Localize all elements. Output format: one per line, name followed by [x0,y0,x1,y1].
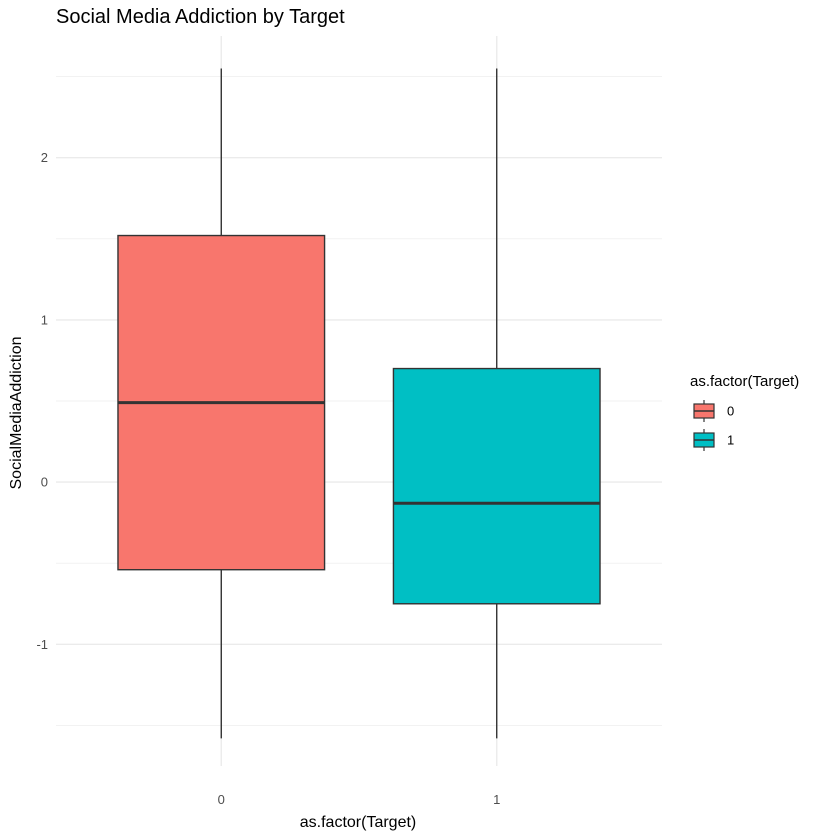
legend-items: 01 [693,400,734,451]
box-group-0 [117,68,326,739]
legend-item-1: 1 [693,429,734,451]
x-tick-label: 0 [218,792,225,807]
x-tick-label: 1 [493,792,500,807]
legend-title: as.factor(Target) [690,373,799,390]
chart-title: Social Media Addiction by Target [56,6,345,28]
box-group-1 [392,68,601,739]
legend-label: 0 [727,404,734,419]
y-tick-label: 2 [41,150,48,165]
legend: as.factor(Target) 01 [690,373,799,451]
y-axis-ticks: -1 0 1 2 [36,150,48,652]
y-axis-title: SocialMediaAddiction [8,337,25,490]
y-tick-label: -1 [36,637,48,652]
x-axis-title: as.factor(Target) [300,814,416,831]
y-tick-label: 1 [41,312,48,327]
box-iqr [392,367,601,605]
y-tick-label: 0 [41,475,48,490]
legend-item-0: 0 [693,400,734,422]
boxes-layer [117,68,601,739]
legend-label: 1 [727,433,734,448]
